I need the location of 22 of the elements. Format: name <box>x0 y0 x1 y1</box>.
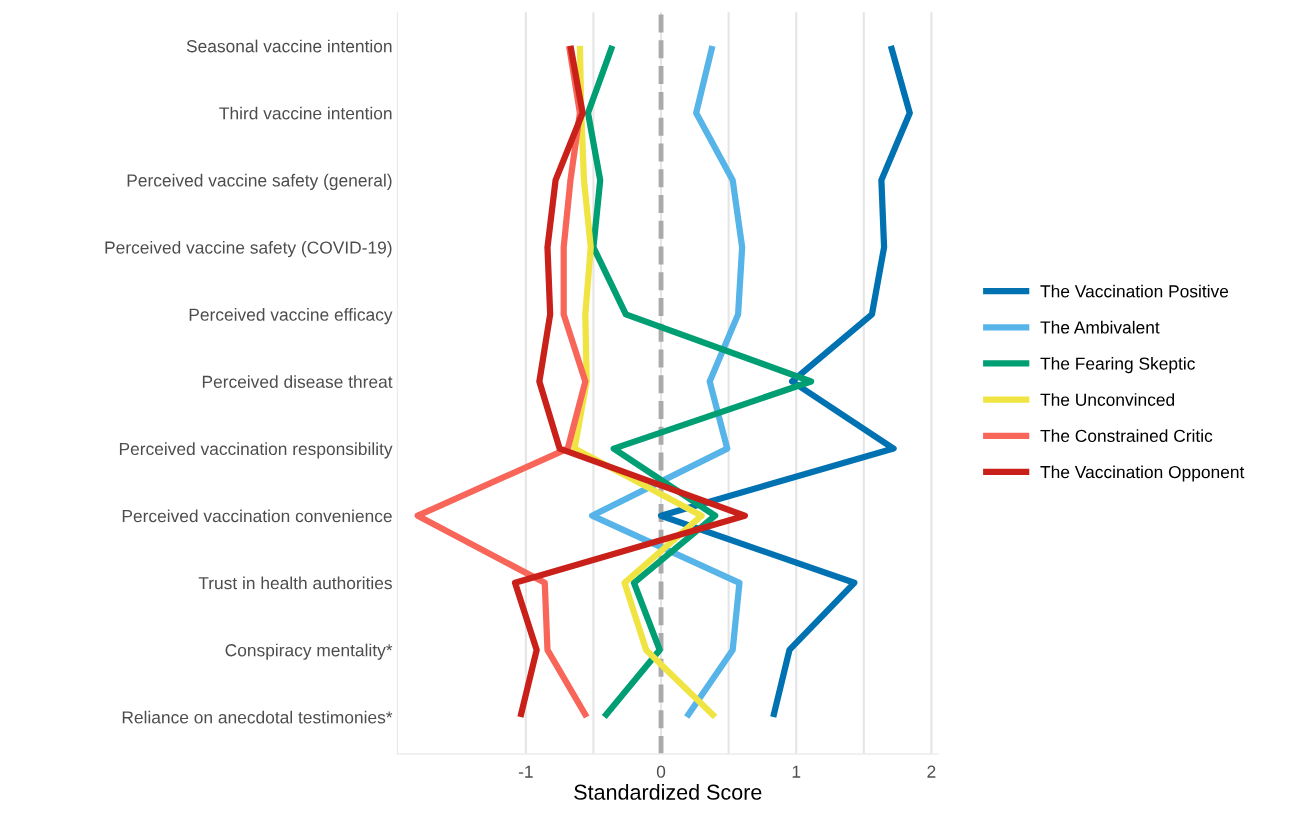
legend-label: The Ambivalent <box>1040 320 1160 334</box>
y-tick-label: Perceived vaccination responsibility <box>119 442 393 459</box>
y-tick-label: Seasonal vaccine intention <box>186 39 392 53</box>
x-tick-label: -1 <box>518 765 533 778</box>
legend-label: The Vaccination Opponent <box>1040 465 1245 482</box>
y-tick-label: Reliance on anecdotal testimonies* <box>122 710 393 724</box>
legend-label: The Constrained Critic <box>1040 429 1213 443</box>
y-tick-label: Perceived vaccine safety (general) <box>127 173 392 191</box>
legend-label: The Unconvinced <box>1040 393 1175 406</box>
x-tick-label: 1 <box>792 765 801 778</box>
y-tick-label: Perceived vaccine safety (COVID-19) <box>105 240 392 258</box>
x-axis-title: Standardized Score <box>574 784 762 800</box>
x-tick-label: 2 <box>927 765 936 778</box>
y-tick-label: Trust in health authorities <box>198 576 392 590</box>
y-tick-label: Perceived disease threat <box>202 375 393 388</box>
legend-label: The Fearing Skeptic <box>1040 356 1195 374</box>
y-tick-label: Perceived vaccine efficacy <box>189 308 393 325</box>
legend-label: The Vaccination Positive <box>1040 284 1229 298</box>
y-tick-label: Perceived vaccination convenience <box>122 509 392 523</box>
x-tick-label: 0 <box>656 765 666 778</box>
y-tick-label: Conspiracy mentality* <box>225 643 393 660</box>
y-tick-label: Third vaccine intention <box>219 106 392 120</box>
